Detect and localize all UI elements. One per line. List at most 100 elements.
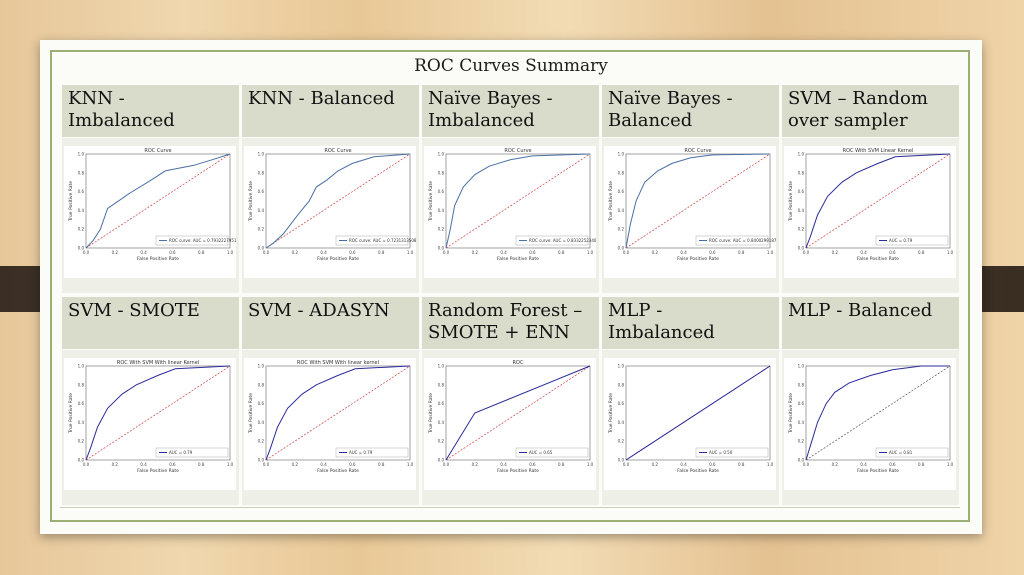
y-tick-label: 0.4 <box>78 420 85 425</box>
x-tick-label: 1.0 <box>767 250 774 255</box>
x-tick-label: 0.2 <box>652 462 659 467</box>
y-tick-label: 0.6 <box>438 189 445 194</box>
x-tick-label: 0.6 <box>709 462 716 467</box>
roc-chart: ROC Curve 0.0 0.2 0.4 0.6 0.8 1.0 0.0 0.2 0.4 0.6 0… <box>68 148 236 262</box>
cell-label: SVM - SMOTE <box>62 297 239 349</box>
y-axis-label: True Positive Rate <box>68 393 74 434</box>
x-tick-label: 0.4 <box>320 250 327 255</box>
roc-plot: ROC With SVM Linear Kernel 0.0 0.2 0.4 0.6 0.… <box>784 146 956 278</box>
y-tick-label: 0.2 <box>258 439 265 444</box>
plot-title: ROC Curve <box>504 148 531 154</box>
cell-label: SVM – Random over sampler <box>782 85 959 137</box>
roc-curve <box>85 365 231 461</box>
legend-box <box>155 447 229 458</box>
x-tick-label: 0.8 <box>198 462 205 467</box>
roc-chart: ROC Curve 0.0 0.2 0.4 0.6 0.8 1.0 0.0 0.2 0.4 0.6 0… <box>608 148 776 262</box>
plot-frame <box>445 153 591 249</box>
y-tick-label: 0.6 <box>258 401 265 406</box>
x-tick-label: 0.8 <box>558 462 565 467</box>
x-tick-label: 0.0 <box>803 250 810 255</box>
x-tick-label: 0.2 <box>472 250 479 255</box>
roc-plot: ROC 0.0 0.2 0.4 0.6 0.8 1.0 0.0 0.2 0.4 0.6 0.8 1.0 F… <box>424 358 596 490</box>
x-tick-label: 0.8 <box>378 462 385 467</box>
y-tick-label: 0.8 <box>78 170 85 175</box>
y-tick-label: 0.2 <box>798 439 805 444</box>
x-tick-label: 0.2 <box>472 462 479 467</box>
y-tick-label: 1.0 <box>78 152 85 157</box>
chance-line <box>805 153 951 249</box>
y-tick-label: 0.2 <box>438 227 445 232</box>
y-axis-label: True Positive Rate <box>248 393 254 434</box>
roc-chart: ROC Curve 0.0 0.2 0.4 0.6 0.8 1.0 0.0 0.2 0.4 0.6 0… <box>428 148 596 262</box>
y-tick-label: 0.6 <box>618 189 625 194</box>
x-tick-label: 0.4 <box>680 250 687 255</box>
y-tick-label: 1.0 <box>798 364 805 369</box>
y-tick-label: 0.4 <box>438 208 445 213</box>
x-tick-label: 0.8 <box>738 462 745 467</box>
y-tick-label: 1.0 <box>78 364 85 369</box>
plot-frame <box>265 153 411 249</box>
legend-box <box>335 447 409 458</box>
roc-plot: ROC Curve 0.0 0.2 0.4 0.6 0.8 1.0 0.0 0.2 0.4 0.6 0… <box>424 146 596 278</box>
plot-title: ROC With SVM Linear Kernel <box>843 148 914 154</box>
x-tick-label: 1.0 <box>407 250 414 255</box>
y-tick-label: 0.8 <box>78 382 85 387</box>
y-tick-label: 0.0 <box>258 458 265 463</box>
x-tick-label: 0.2 <box>292 250 299 255</box>
cell-label: MLP - Balanced <box>782 297 959 349</box>
roc-chart: ROC With SVM Linear Kernel 0.0 0.2 0.4 0.6 0.… <box>788 148 954 262</box>
y-tick-label: 0.2 <box>438 439 445 444</box>
cell-label: SVM - ADASYN <box>242 297 419 349</box>
roc-plot: ROC With SVM With linear Kernel 0.0 0.2 0.4… <box>64 358 236 490</box>
roc-curve <box>625 365 771 461</box>
y-tick-label: 0.6 <box>78 401 85 406</box>
y-tick-label: 1.0 <box>798 152 805 157</box>
chance-line <box>445 365 591 461</box>
y-tick-label: 0.2 <box>258 227 265 232</box>
y-tick-label: 0.8 <box>618 382 625 387</box>
x-tick-label: 0.2 <box>652 250 659 255</box>
x-tick-label: 0.0 <box>803 462 810 467</box>
roc-plot: ROC Curve 0.0 0.2 0.4 0.6 0.8 1.0 0.0 0.2 0.4 0.6 0… <box>64 146 236 278</box>
chance-line <box>85 365 231 461</box>
plot-frame <box>625 153 771 249</box>
y-tick-label: 0.6 <box>798 401 805 406</box>
legend-label: AUC = 0.81 <box>889 450 913 455</box>
y-tick-label: 0.6 <box>78 189 85 194</box>
y-tick-label: 0.4 <box>618 208 625 213</box>
y-tick-label: 0.8 <box>798 382 805 387</box>
plot-frame <box>445 365 591 461</box>
y-tick-label: 0.8 <box>438 382 445 387</box>
x-axis-label: False Positive Rate <box>677 256 719 262</box>
x-tick-label: 0.8 <box>558 250 565 255</box>
y-axis-label: True Positive Rate <box>608 181 614 222</box>
y-tick-label: 0.4 <box>798 208 805 213</box>
x-tick-label: 0.8 <box>918 462 925 467</box>
x-axis-label: False Positive Rate <box>317 468 359 474</box>
x-tick-label: 0.0 <box>443 462 450 467</box>
x-tick-label: 0.2 <box>292 462 299 467</box>
chance-line <box>85 153 231 249</box>
x-tick-label: 0.6 <box>169 250 176 255</box>
legend-label: AUC = 0.79 <box>889 238 913 243</box>
y-tick-label: 0.6 <box>798 189 805 194</box>
roc-curve <box>445 365 591 461</box>
slide-frame <box>50 50 970 522</box>
x-tick-label: 0.4 <box>140 462 147 467</box>
legend-label: AUC = 0.50 <box>709 450 733 455</box>
x-tick-label: 0.0 <box>443 250 450 255</box>
x-tick-label: 0.2 <box>112 462 119 467</box>
y-axis-label: True Positive Rate <box>428 181 434 222</box>
divider <box>60 507 960 508</box>
y-tick-label: 0.0 <box>438 246 445 251</box>
y-axis-label: True Positive Rate <box>788 181 794 222</box>
x-tick-label: 1.0 <box>227 250 234 255</box>
x-tick-label: 0.6 <box>889 462 896 467</box>
y-tick-label: 0.0 <box>618 246 625 251</box>
x-axis-label: False Positive Rate <box>857 468 899 474</box>
plot-frame <box>805 365 951 461</box>
x-axis-label: False Positive Rate <box>677 468 719 474</box>
y-axis-label: True Positive Rate <box>428 393 434 434</box>
y-tick-label: 0.4 <box>78 208 85 213</box>
legend-label: ROC curve: AUC = 0.833225234070 <box>529 238 596 243</box>
